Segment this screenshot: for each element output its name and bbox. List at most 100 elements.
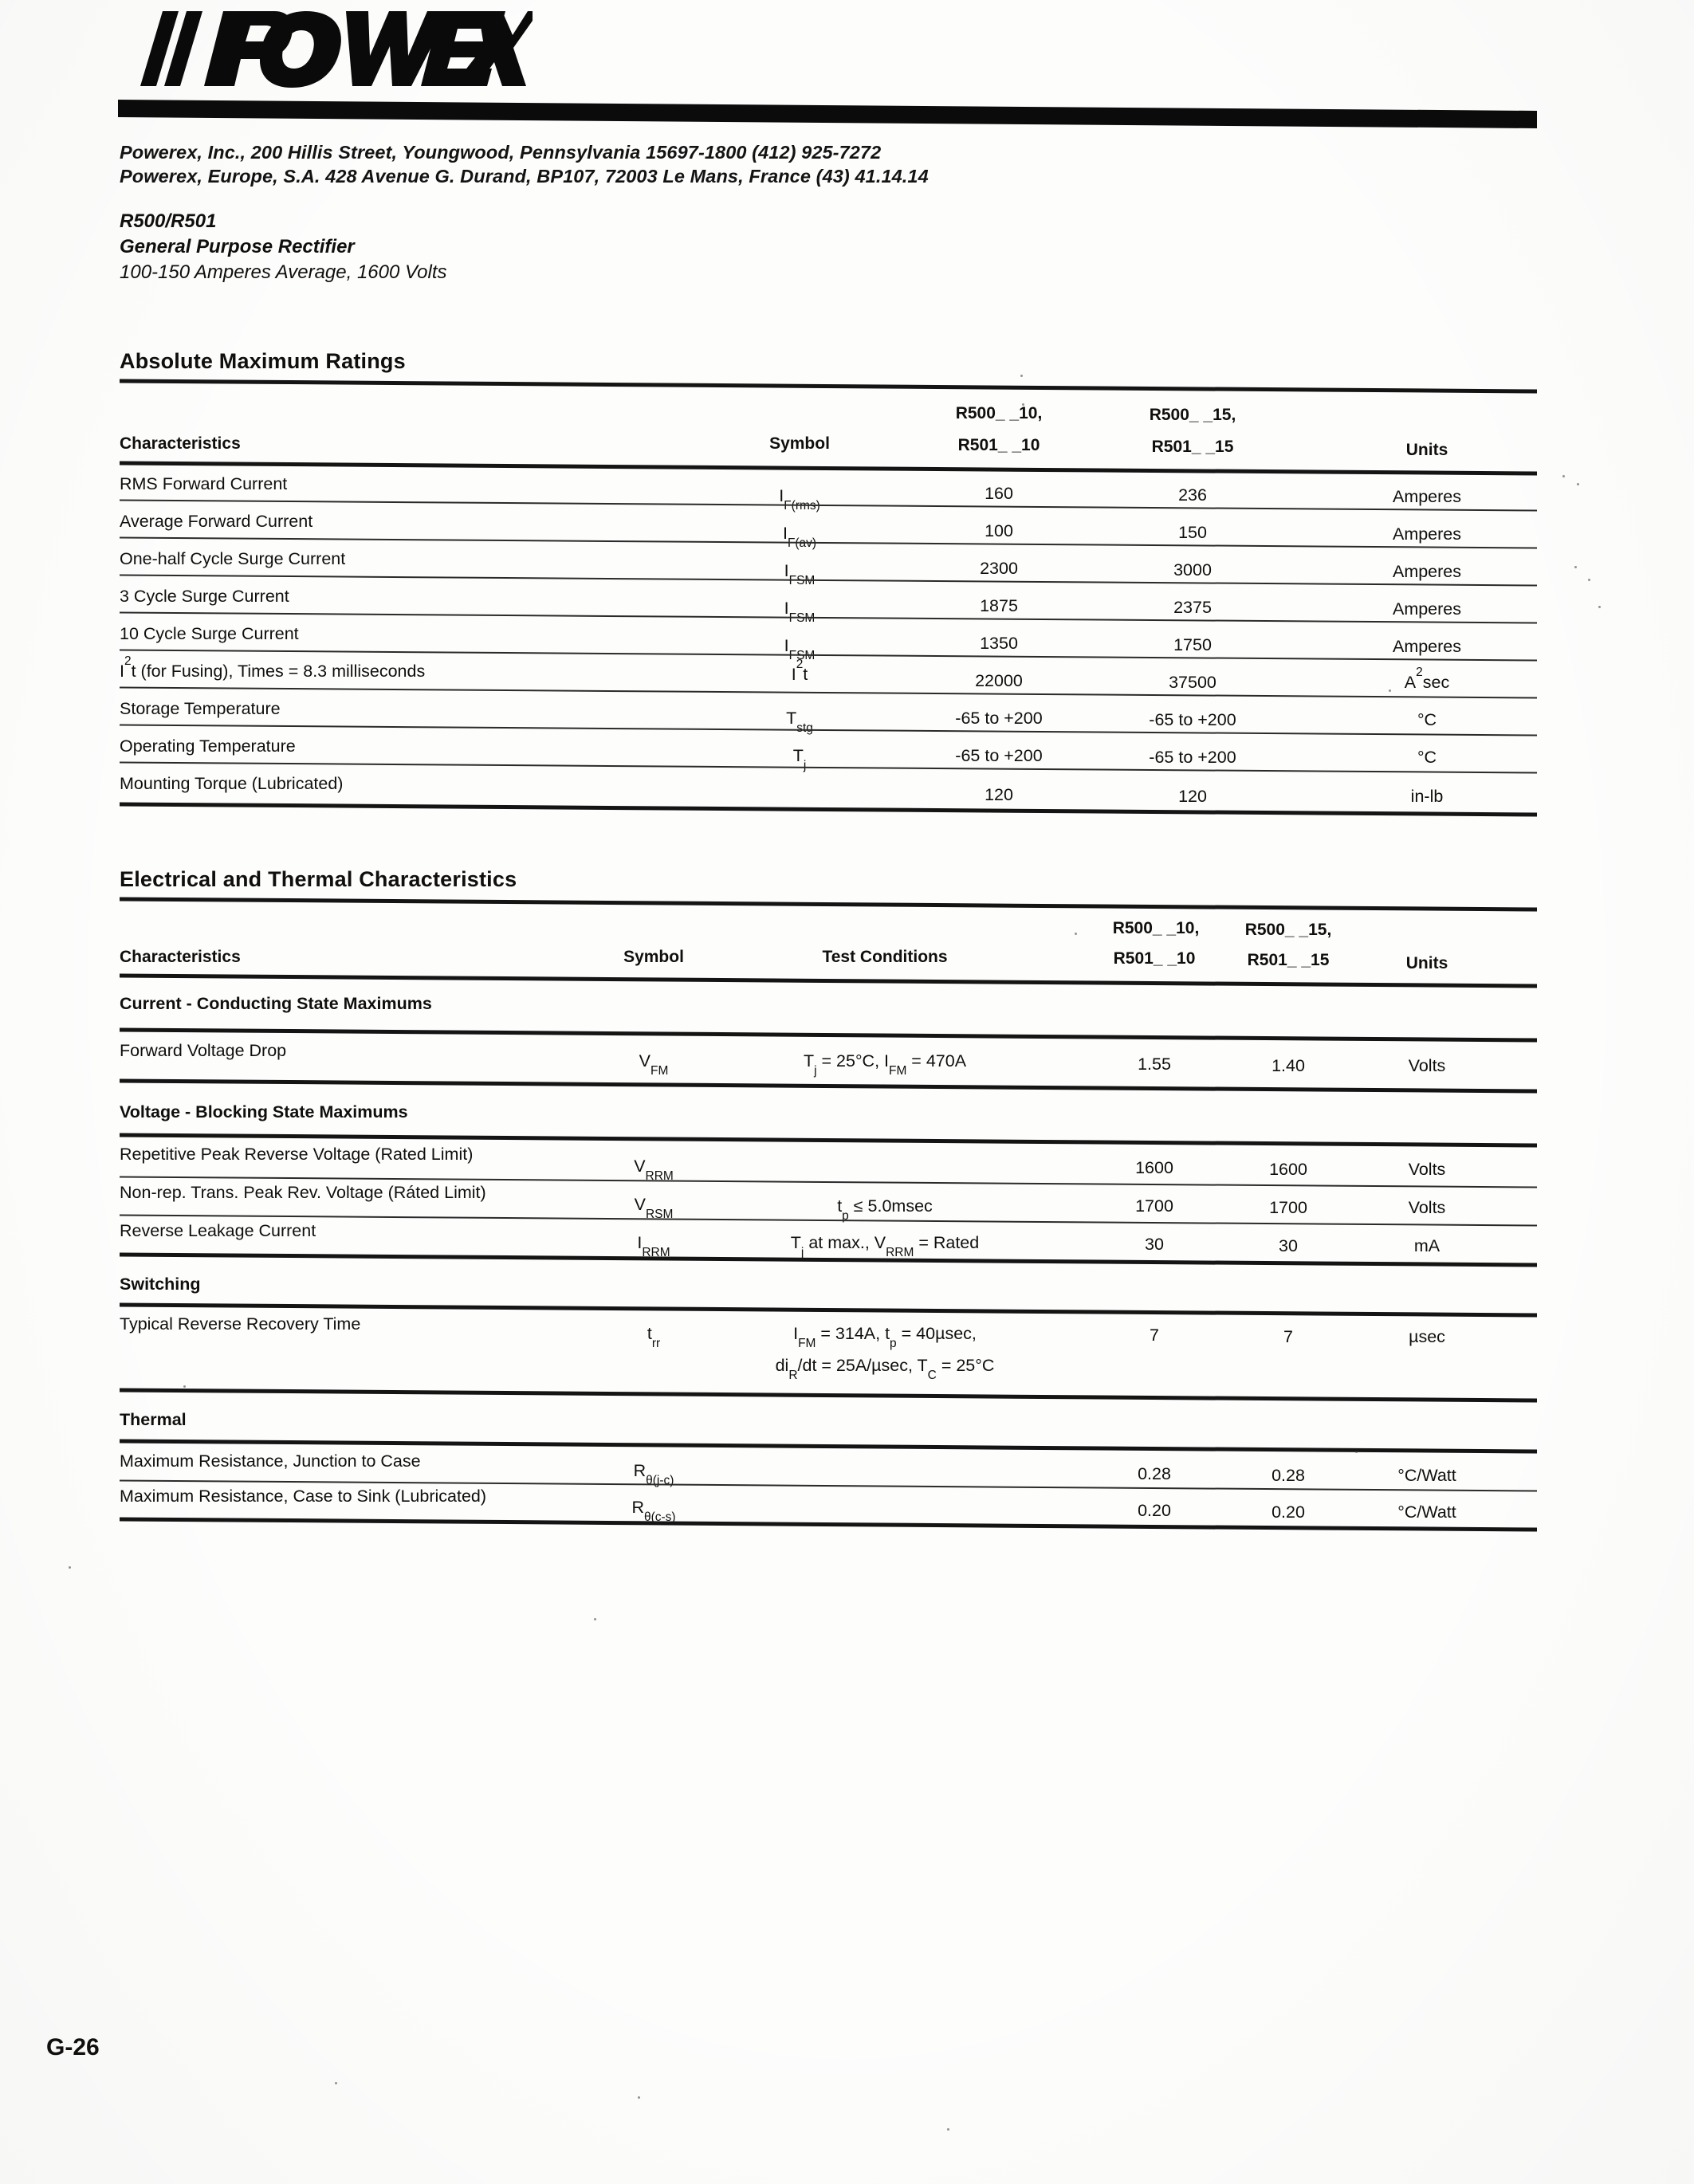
table-row: Maximum Resistance, Junction to Case (120, 1451, 421, 1471)
row-value-10: 1350 (980, 634, 1018, 653)
row-test-conditions: IFM = 314A, tp = 40µsec, (793, 1324, 977, 1351)
th-col15-top-2: R500_ _15, (1244, 921, 1332, 939)
row-value-15: 3000 (1173, 560, 1212, 579)
header-divider-bar (118, 100, 1537, 128)
row-value-15: 236 (1178, 485, 1207, 505)
row-units: Volts (1408, 1056, 1446, 1075)
row-units: Amperes (1392, 637, 1462, 656)
th-col10-bottom-2: R501_ _10 (1113, 949, 1196, 968)
row-value-15: 0.28 (1271, 1466, 1305, 1485)
row-rule (120, 761, 1537, 774)
row-units: µsec (1409, 1327, 1445, 1346)
table-row: Typical Reverse Recovery Time (120, 1314, 361, 1334)
group-label-thermal: Thermal (120, 1410, 187, 1429)
row-value-15: 1600 (1269, 1160, 1307, 1179)
row-value-15: 30 (1279, 1236, 1298, 1255)
section1-bottom-rule (120, 802, 1537, 817)
row-value-10: 0.28 (1138, 1464, 1171, 1483)
group-label-switching: Switching (120, 1275, 201, 1294)
table-row: Maximum Resistance, Case to Sink (Lubric… (120, 1487, 487, 1506)
th-col10-bottom-1: R501_ _10 (957, 436, 1040, 454)
row-symbol: VFM (639, 1051, 669, 1078)
table-row: Operating Temperature (120, 737, 296, 756)
row-rule (120, 1252, 1537, 1267)
page-header (118, 6, 1585, 92)
th-symbol-2: Symbol (623, 948, 684, 966)
row-value-15: 120 (1178, 787, 1207, 806)
row-symbol: IFSM (784, 561, 816, 587)
row-units: Volts (1408, 1160, 1446, 1179)
row-symbol: IFSM (784, 636, 816, 662)
table-row: Storage Temperature (120, 699, 281, 718)
th-col15-bottom-1: R501_ _15 (1151, 438, 1234, 456)
row-units: °C (1417, 710, 1437, 729)
product-title-block: R500/R501 General Purpose Rectifier 100-… (120, 209, 446, 285)
section-title-absolute-maximum-ratings: Absolute Maximum Ratings (120, 349, 406, 373)
table-row: One-half Cycle Surge Current (120, 549, 346, 568)
row-units: Volts (1408, 1198, 1446, 1217)
row-rule (120, 1214, 1537, 1227)
row-symbol: trr (647, 1324, 661, 1351)
row-rule (120, 649, 1537, 662)
row-value-15: 7 (1283, 1327, 1293, 1346)
table-row: Forward Voltage Drop (120, 1041, 287, 1060)
row-value-10: -65 to +200 (955, 709, 1043, 728)
row-rule (120, 724, 1537, 737)
row-units: A2sec (1404, 665, 1450, 692)
th-col10-top-1: R500_ _10, (955, 404, 1043, 422)
row-symbol: VRRM (634, 1157, 674, 1184)
table-row: Average Forward Current (120, 512, 313, 531)
table-row: 3 Cycle Surge Current (120, 587, 289, 606)
row-value-15: -65 to +200 (1149, 710, 1236, 729)
th-characteristics-1: Characteristics (120, 434, 241, 453)
row-rule (120, 574, 1537, 587)
row-value-10: 160 (985, 484, 1013, 503)
product-subtitle: 100-150 Amperes Average, 1600 Volts (120, 261, 447, 283)
section2-title-rule (120, 897, 1537, 912)
row-symbol: Rθ(c-s) (631, 1498, 676, 1525)
row-value-15: 150 (1178, 523, 1207, 542)
product-name: General Purpose Rectifier (120, 236, 355, 257)
row-value-10: 22000 (975, 671, 1023, 690)
row-value-15: 1750 (1173, 635, 1212, 654)
row-value-10: 120 (985, 785, 1013, 804)
row-symbol: Tj (792, 746, 807, 773)
row-symbol: IFSM (784, 599, 816, 624)
part-number: R500/R501 (120, 210, 217, 232)
group-label-current-conducting: Current - Conducting State Maximums (120, 994, 432, 1013)
row-value-15: 1700 (1269, 1198, 1307, 1217)
row-units: mA (1413, 1236, 1440, 1255)
row-symbol: I2t (791, 657, 808, 684)
th-test-conditions-2: Test Conditions (822, 948, 948, 966)
row-test-conditions: Tj at max., VRRM = Rated (790, 1233, 980, 1260)
th-units-1: Units (1405, 441, 1448, 459)
row-units: °C (1417, 748, 1437, 767)
table-row: Repetitive Peak Reverse Voltage (Rated L… (120, 1145, 474, 1164)
powerex-wordmark-logo (118, 6, 533, 92)
row-rule (120, 611, 1537, 624)
company-address-line-2: Powerex, Europe, S.A. 428 Avenue G. Dura… (120, 166, 929, 187)
row-symbol: IRRM (637, 1233, 670, 1260)
row-value-10: 2300 (980, 559, 1018, 578)
row-value-15: -65 to +200 (1149, 748, 1236, 767)
row-value-10: 1.55 (1138, 1055, 1171, 1074)
row-units: °C/Watt (1397, 1502, 1456, 1522)
row-value-15: 2375 (1173, 598, 1212, 617)
row-value-10: 30 (1145, 1235, 1164, 1254)
th-units-2: Units (1405, 954, 1448, 972)
th-symbol-1: Symbol (769, 434, 830, 453)
row-units: in-lb (1410, 787, 1444, 806)
row-rule (120, 499, 1537, 512)
section1-header-rule (120, 461, 1537, 476)
group-rule (120, 1027, 1537, 1043)
row-symbol: IF(rms) (779, 486, 820, 512)
table-row: Non-rep. Trans. Peak Rev. Voltage (Ráted… (120, 1183, 486, 1202)
row-symbol: VRSM (634, 1195, 674, 1222)
row-value-15: 0.20 (1271, 1502, 1305, 1522)
table-row: Mounting Torque (Lubricated) (120, 774, 344, 793)
row-test-conditions: tp ≤ 5.0msec (837, 1196, 933, 1224)
row-symbol: Tstg (786, 709, 813, 736)
row-value-10: 1875 (980, 596, 1018, 615)
row-units: °C/Watt (1397, 1466, 1456, 1485)
